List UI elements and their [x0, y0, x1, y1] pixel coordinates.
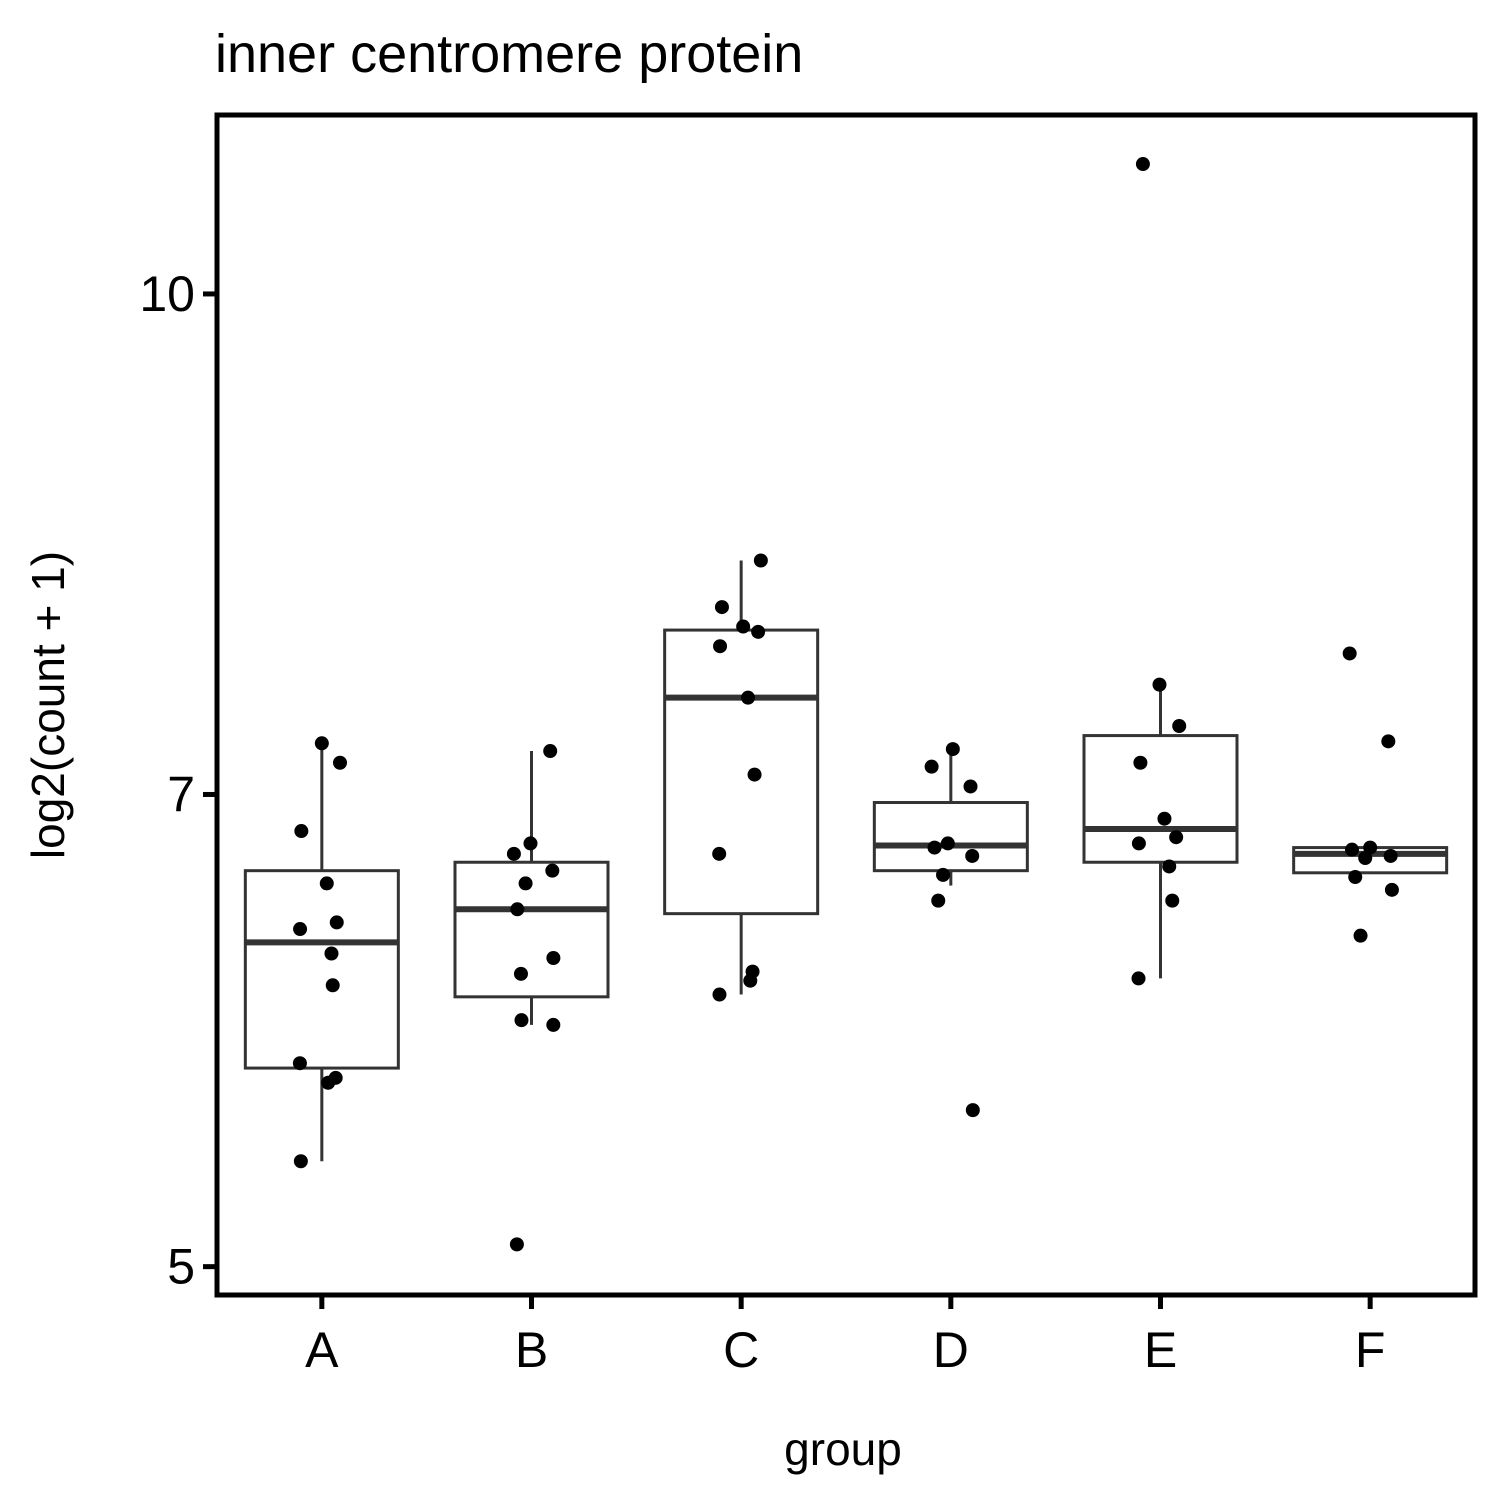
y-tick-label: 5 — [167, 1239, 195, 1295]
point — [736, 619, 751, 634]
point — [713, 639, 728, 654]
point — [1384, 882, 1399, 897]
point — [523, 836, 538, 851]
point — [751, 624, 766, 639]
x-tick-label: A — [305, 1322, 339, 1378]
box — [1082, 734, 1239, 864]
point — [1348, 870, 1363, 885]
point — [546, 1017, 561, 1032]
point — [1162, 859, 1177, 874]
point — [319, 876, 334, 891]
point — [712, 846, 727, 861]
point — [329, 915, 344, 930]
point — [314, 736, 329, 751]
point — [1169, 830, 1184, 845]
point — [753, 553, 768, 568]
point — [518, 876, 533, 891]
point — [292, 1056, 307, 1071]
point — [513, 966, 528, 981]
point — [1152, 677, 1167, 692]
point — [514, 1013, 529, 1028]
point — [1344, 842, 1359, 857]
point — [293, 922, 308, 937]
point — [743, 973, 758, 988]
point — [293, 1154, 308, 1169]
x-tick-label: C — [723, 1322, 759, 1378]
point — [1165, 893, 1180, 908]
x-tick-label: B — [515, 1322, 548, 1378]
point — [965, 1103, 980, 1118]
point — [1131, 836, 1146, 851]
point — [321, 1075, 336, 1090]
x-tick-label: D — [933, 1322, 969, 1378]
point — [927, 840, 942, 855]
point — [940, 836, 955, 851]
point — [747, 767, 762, 782]
point — [333, 755, 348, 770]
point — [936, 867, 951, 882]
x-axis-title: group — [784, 1423, 902, 1475]
box — [663, 628, 820, 916]
point — [714, 600, 729, 615]
point — [931, 893, 946, 908]
point — [509, 1237, 524, 1252]
point — [965, 848, 980, 863]
point — [1133, 755, 1148, 770]
point — [325, 978, 340, 993]
point — [1172, 719, 1187, 734]
point — [1363, 840, 1378, 855]
point — [1383, 848, 1398, 863]
point — [1131, 971, 1146, 986]
x-tick-label: F — [1355, 1322, 1386, 1378]
point — [924, 759, 939, 774]
point — [963, 779, 978, 794]
point — [1353, 928, 1368, 943]
box — [872, 801, 1029, 873]
chart-title: inner centromere protein — [215, 24, 803, 84]
point — [510, 902, 525, 917]
box — [243, 869, 400, 1070]
point — [741, 690, 756, 705]
y-tick-label: 10 — [139, 266, 195, 322]
point — [1358, 851, 1373, 866]
x-tick-label: E — [1144, 1322, 1177, 1378]
point — [294, 824, 309, 839]
y-axis-title: log2(count + 1) — [22, 551, 74, 859]
point — [324, 946, 339, 961]
point — [1135, 157, 1150, 172]
point — [1342, 646, 1357, 661]
point — [506, 846, 521, 861]
point — [712, 987, 727, 1002]
y-tick-label: 7 — [167, 766, 195, 822]
point — [546, 951, 561, 966]
point — [945, 742, 960, 757]
plot-border — [214, 112, 1478, 1298]
point — [1157, 811, 1172, 826]
point — [545, 863, 560, 878]
point — [1381, 734, 1396, 749]
point — [543, 744, 558, 759]
